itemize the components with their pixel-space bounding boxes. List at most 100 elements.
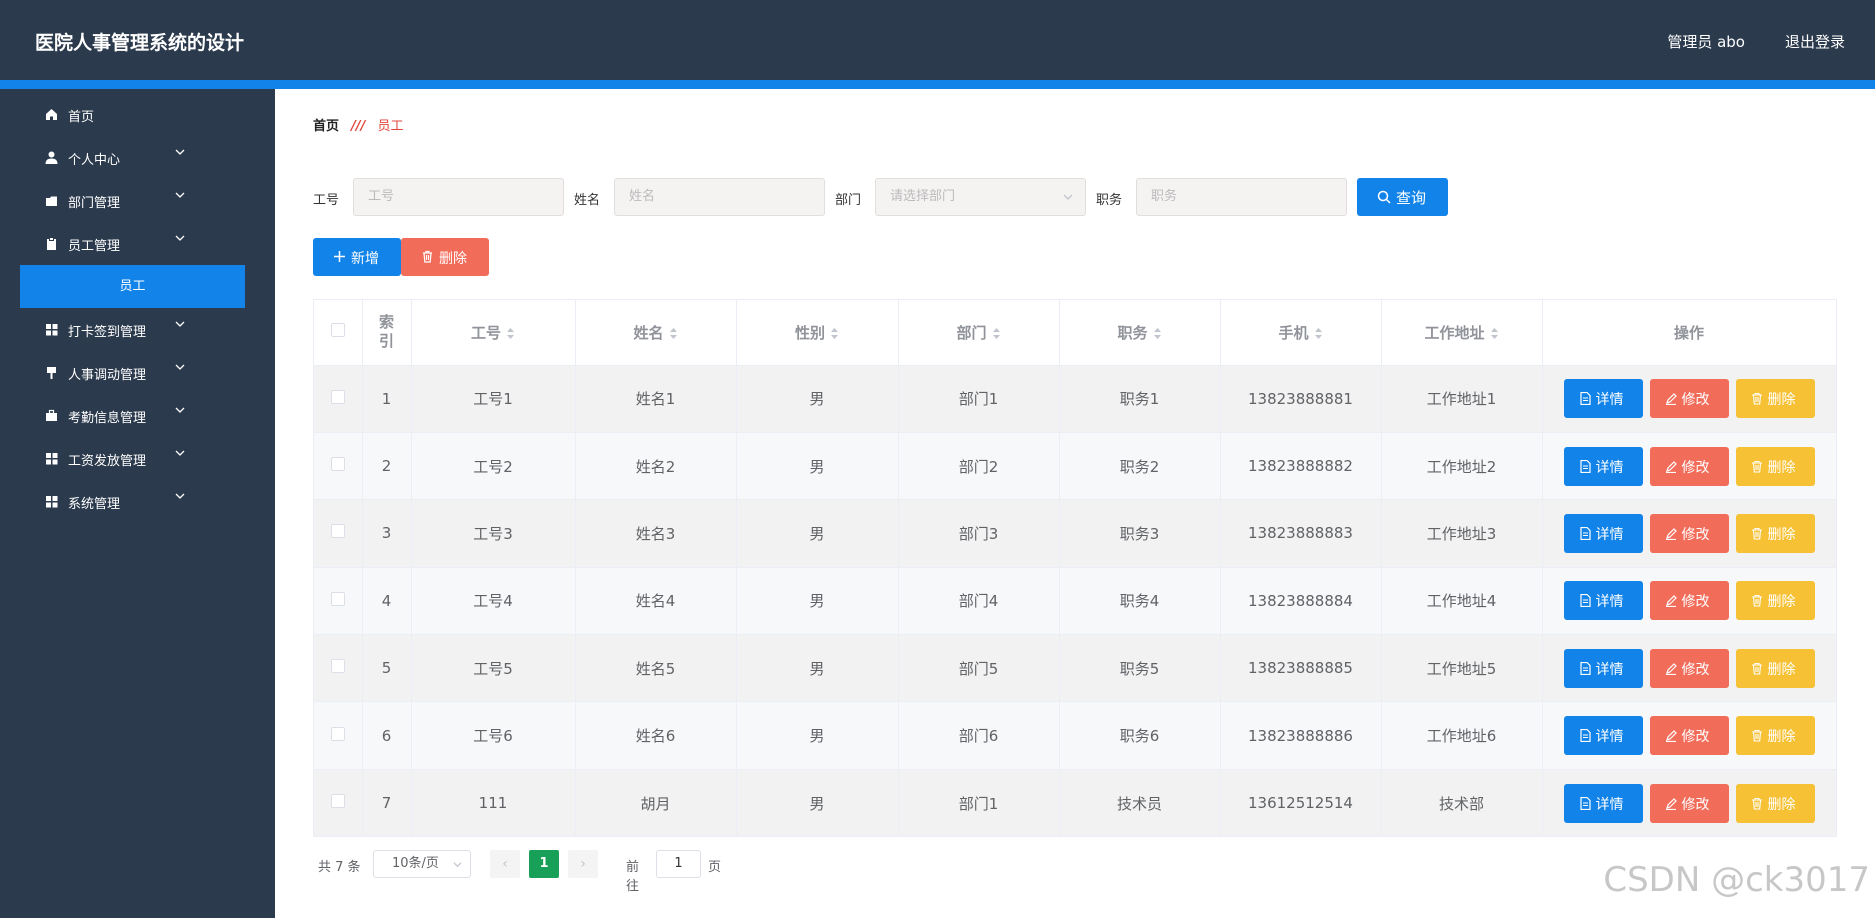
row-checkbox[interactable] bbox=[330, 591, 345, 606]
sidebar-item-0[interactable]: 首页 bbox=[0, 93, 275, 136]
goto-page-input[interactable]: 1 bbox=[656, 850, 701, 878]
cell-gender: 男 bbox=[736, 365, 899, 433]
gonghao-input[interactable]: 工号 bbox=[353, 178, 564, 216]
header-gonghao-label: 工号 bbox=[470, 323, 501, 342]
pencil-icon bbox=[1665, 595, 1677, 608]
table-row: 7 111 胡月男部门1 技术员 13612512514 技术部 详情 修改 删除 bbox=[314, 769, 1837, 838]
position-input[interactable]: 职务 bbox=[1136, 178, 1347, 216]
detail-button[interactable]: 详情 bbox=[1563, 513, 1643, 553]
batch-delete-button[interactable]: 删除 bbox=[401, 238, 489, 276]
dept-placeholder: 请选择部门 bbox=[890, 189, 956, 204]
header-phone[interactable]: 手机 bbox=[1220, 300, 1382, 366]
header-gender-label: 性别 bbox=[794, 323, 825, 342]
header-name[interactable]: 姓名 bbox=[575, 300, 737, 366]
detail-button[interactable]: 详情 bbox=[1563, 446, 1643, 486]
row-select-cell bbox=[314, 499, 363, 568]
header-gender[interactable]: 性别 bbox=[736, 300, 899, 366]
logout-link[interactable]: 退出登录 bbox=[1784, 33, 1845, 51]
row-select-cell bbox=[314, 432, 363, 501]
sidebar-item-3[interactable]: 员工管理 bbox=[0, 222, 275, 265]
sidebar-item-7[interactable]: 工资发放管理 bbox=[0, 437, 275, 480]
delete-button-label: 删除 bbox=[1767, 526, 1796, 543]
add-button[interactable]: 新增 bbox=[313, 238, 401, 276]
delete-button[interactable]: 删除 bbox=[1735, 783, 1815, 823]
delete-button-label: 删除 bbox=[1767, 796, 1796, 813]
page-size-select[interactable]: 10条/页 bbox=[373, 850, 471, 878]
chevron-down-icon bbox=[175, 149, 185, 155]
cell-address: 工作地址4 bbox=[1381, 567, 1543, 636]
row-checkbox[interactable] bbox=[330, 659, 345, 674]
edit-button[interactable]: 修改 bbox=[1649, 716, 1729, 756]
cell-idx: 3 bbox=[362, 499, 412, 568]
chevron-down-icon bbox=[453, 862, 462, 868]
grid-icon bbox=[46, 324, 58, 336]
cell-idx: 4 bbox=[362, 567, 412, 636]
chevron-down-icon bbox=[175, 407, 185, 413]
detail-button[interactable]: 详情 bbox=[1563, 379, 1643, 419]
detail-button[interactable]: 详情 bbox=[1563, 581, 1643, 621]
detail-button[interactable]: 详情 bbox=[1563, 783, 1643, 823]
row-checkbox[interactable] bbox=[330, 524, 345, 539]
cell-ops: 详情 修改 删除 bbox=[1542, 432, 1837, 501]
cell-name: 胡月 bbox=[575, 769, 737, 838]
edit-button[interactable]: 修改 bbox=[1649, 648, 1729, 688]
prev-page-button[interactable]: ‹ bbox=[490, 850, 520, 878]
sidebar-item-4[interactable]: 打卡签到管理 bbox=[0, 308, 275, 351]
cell-phone: 13823888885 bbox=[1220, 634, 1382, 703]
page-number-current[interactable]: 1 bbox=[529, 850, 559, 878]
cell-position: 职务2 bbox=[1059, 432, 1221, 501]
name-input[interactable]: 姓名 bbox=[614, 178, 825, 216]
page-unit-label: 页 bbox=[708, 860, 722, 875]
header-gonghao[interactable]: 工号 bbox=[411, 300, 576, 366]
row-checkbox[interactable] bbox=[330, 794, 345, 809]
cell-position: 职务1 bbox=[1059, 365, 1221, 433]
cell-gonghao: 工号1 bbox=[411, 365, 576, 433]
sort-icon bbox=[669, 327, 677, 339]
detail-button[interactable]: 详情 bbox=[1563, 648, 1643, 688]
edit-button[interactable]: 修改 bbox=[1649, 446, 1729, 486]
delete-button[interactable]: 删除 bbox=[1735, 513, 1815, 553]
cell-gender: 男 bbox=[736, 567, 899, 636]
next-page-button[interactable]: › bbox=[568, 850, 598, 878]
detail-button[interactable]: 详情 bbox=[1563, 716, 1643, 756]
select-all-checkbox[interactable] bbox=[330, 323, 345, 338]
watermark: CSDN @ck3017 bbox=[1603, 860, 1870, 900]
delete-button[interactable]: 删除 bbox=[1735, 446, 1815, 486]
delete-button[interactable]: 删除 bbox=[1735, 648, 1815, 688]
sidebar-item-8[interactable]: 系统管理 bbox=[0, 480, 275, 523]
sidebar-item-6[interactable]: 考勤信息管理 bbox=[0, 394, 275, 437]
header-position[interactable]: 职务 bbox=[1059, 300, 1221, 366]
header-address[interactable]: 工作地址 bbox=[1381, 300, 1543, 366]
sidebar-item-2[interactable]: 部门管理 bbox=[0, 179, 275, 222]
edit-button[interactable]: 修改 bbox=[1649, 513, 1729, 553]
row-checkbox[interactable] bbox=[330, 389, 345, 404]
gonghao-label: 工号 bbox=[313, 193, 340, 208]
trash-icon bbox=[423, 250, 432, 263]
delete-button[interactable]: 删除 bbox=[1735, 716, 1815, 756]
sidebar-subitem-employee[interactable]: 员工 bbox=[20, 265, 245, 308]
position-placeholder: 职务 bbox=[1151, 189, 1178, 204]
table-header-row: 索 引 工号 姓名 性别 部门 职务 手机 工作地址 操作 bbox=[314, 300, 1837, 366]
edit-button[interactable]: 修改 bbox=[1649, 581, 1729, 621]
detail-button-label: 详情 bbox=[1595, 392, 1624, 409]
document-icon bbox=[1579, 796, 1591, 810]
cell-gonghao: 工号6 bbox=[411, 701, 576, 770]
dept-select[interactable]: 请选择部门 bbox=[875, 178, 1086, 216]
sidebar-item-5[interactable]: 人事调动管理 bbox=[0, 351, 275, 394]
sidebar-item-label: 考勤信息管理 bbox=[68, 411, 147, 426]
breadcrumb-home[interactable]: 首页 bbox=[313, 119, 340, 134]
header-dept-label: 部门 bbox=[956, 323, 987, 342]
header-dept[interactable]: 部门 bbox=[898, 300, 1060, 366]
select-all-cell bbox=[314, 300, 363, 366]
grid-icon bbox=[46, 453, 58, 465]
delete-button[interactable]: 删除 bbox=[1735, 379, 1815, 419]
row-checkbox[interactable] bbox=[330, 457, 345, 472]
edit-button[interactable]: 修改 bbox=[1649, 783, 1729, 823]
delete-button[interactable]: 删除 bbox=[1735, 581, 1815, 621]
query-button[interactable]: 查询 bbox=[1357, 178, 1448, 216]
sidebar-item-1[interactable]: 个人中心 bbox=[0, 136, 275, 179]
edit-button[interactable]: 修改 bbox=[1649, 379, 1729, 419]
header-phone-label: 手机 bbox=[1278, 323, 1309, 342]
row-checkbox[interactable] bbox=[330, 726, 345, 741]
cell-ops: 详情 修改 删除 bbox=[1542, 499, 1837, 568]
